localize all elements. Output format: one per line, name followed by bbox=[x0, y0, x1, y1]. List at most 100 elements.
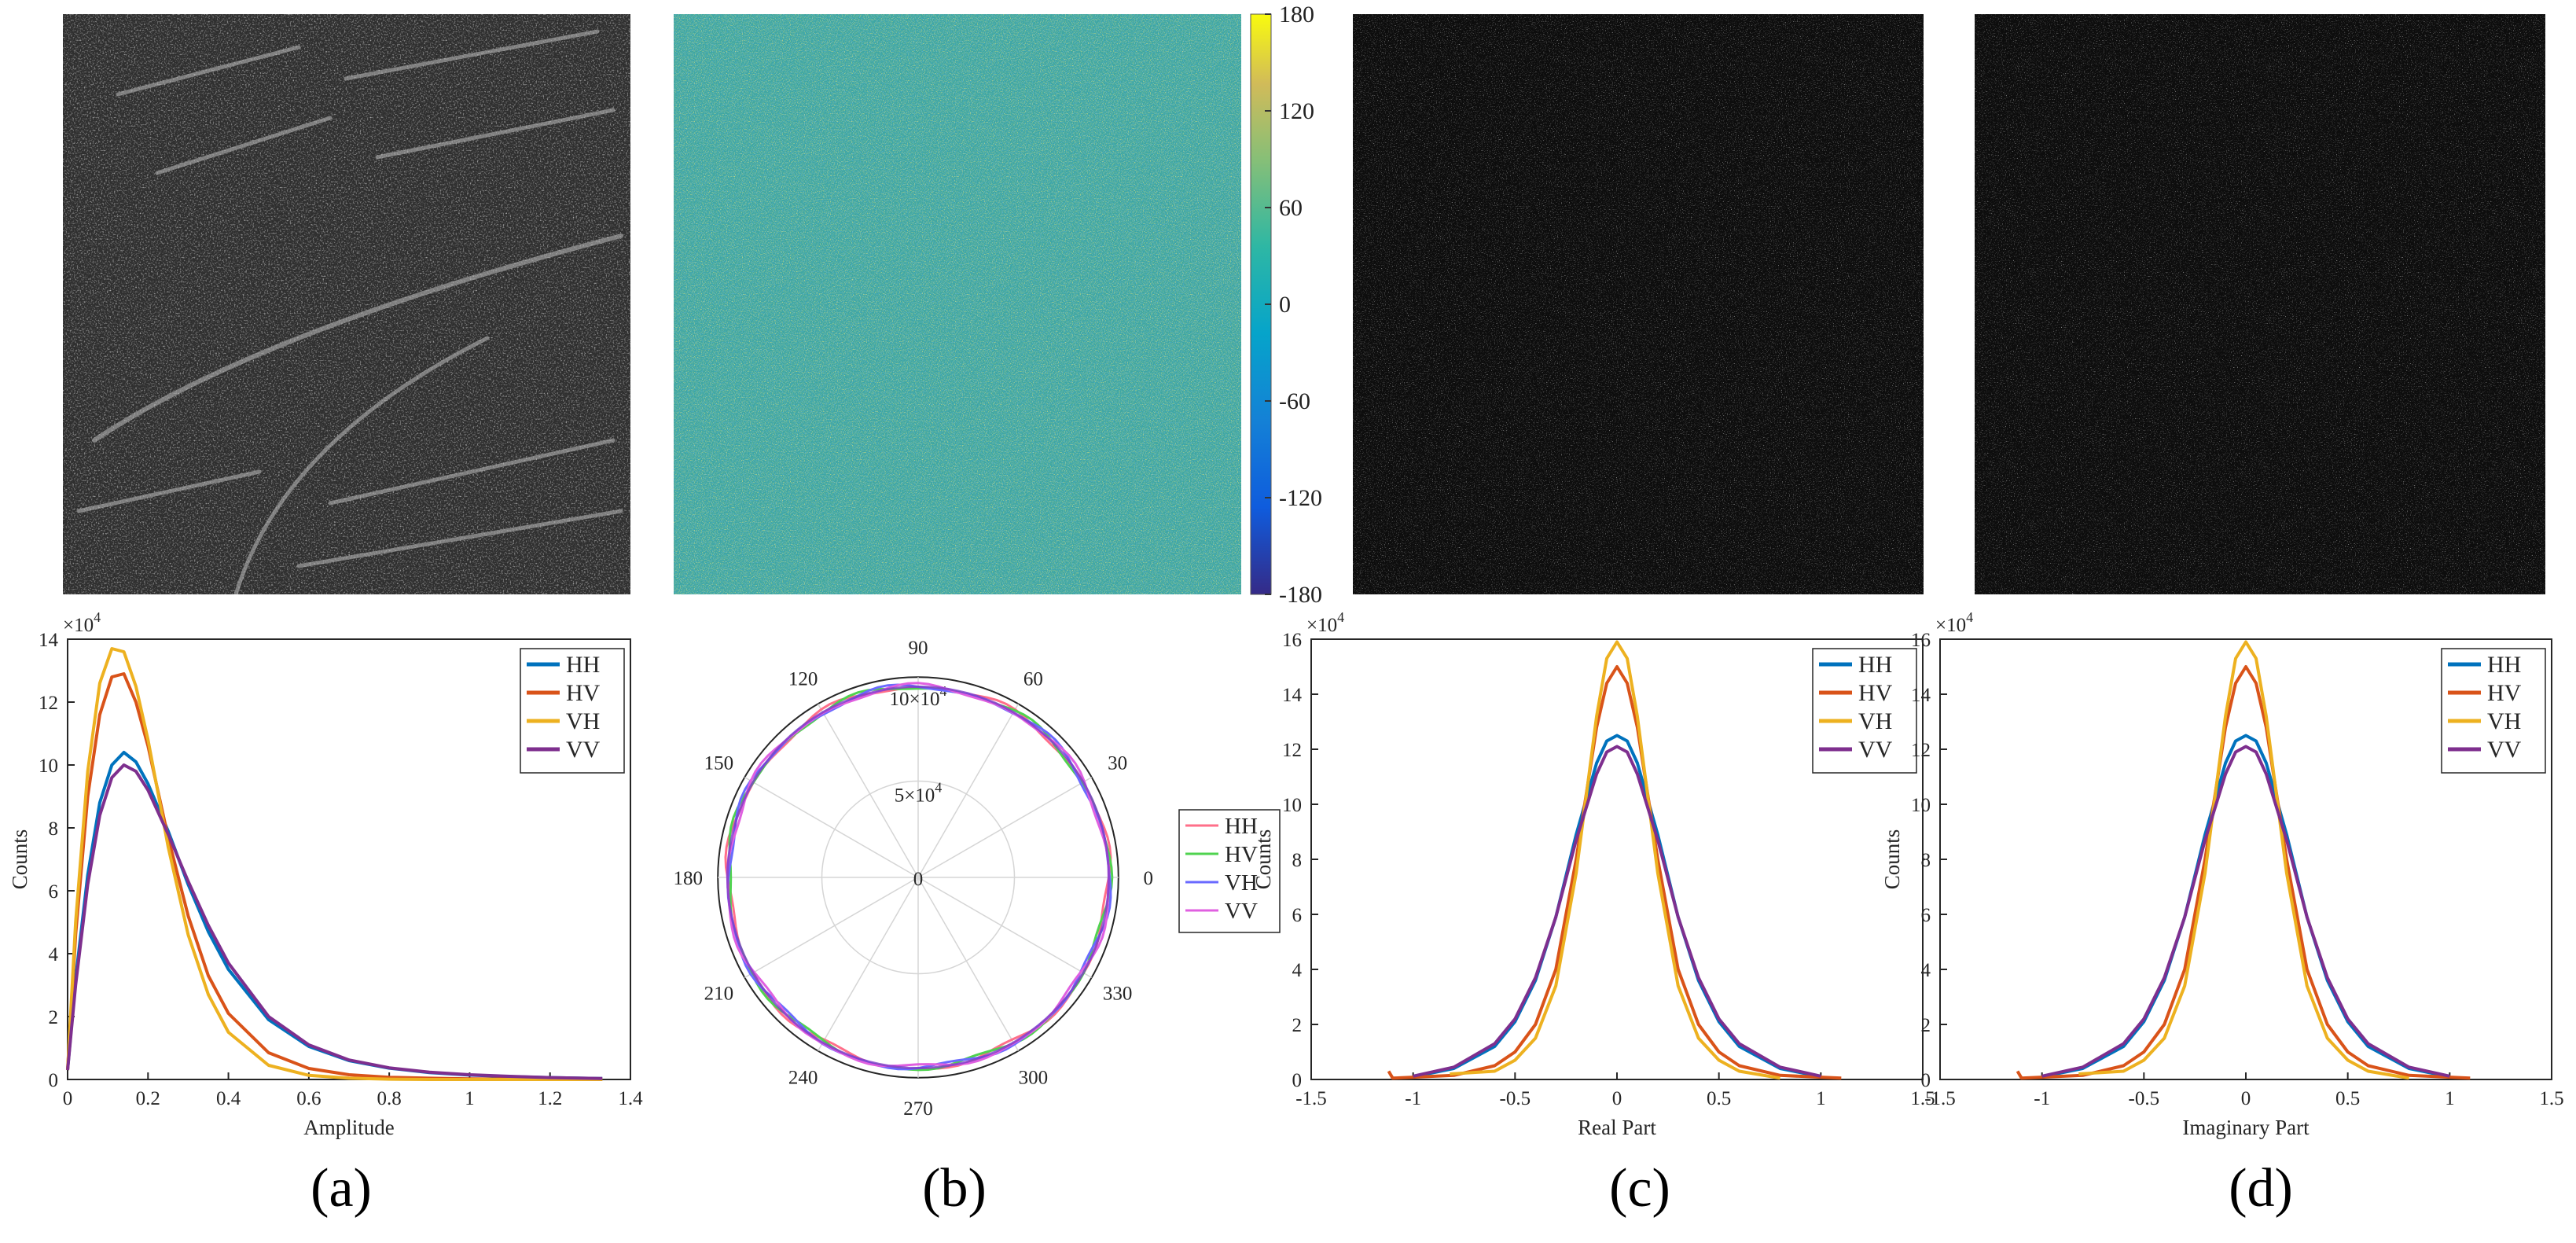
series-line-vh bbox=[2078, 640, 2409, 1080]
x-tick-label: 1.2 bbox=[538, 1088, 562, 1109]
y-tick-label: 2 bbox=[1921, 1015, 1931, 1036]
x-tick-label: 0.2 bbox=[136, 1088, 160, 1109]
y-tick-label: 2 bbox=[49, 1007, 59, 1028]
x-tick-label: 0.5 bbox=[2335, 1088, 2360, 1109]
imaginary-part-image bbox=[1975, 14, 2545, 594]
legend-label-hh: HH bbox=[1225, 814, 1258, 839]
x-tick-label: -1.5 bbox=[1295, 1088, 1327, 1109]
y-tick-label: 14 bbox=[39, 630, 59, 651]
phase-polar-plot: 030609012015018021024027030033005×10410×… bbox=[673, 638, 1281, 1120]
x-tick-label: 0.4 bbox=[216, 1088, 241, 1109]
legend-box bbox=[1178, 809, 1281, 933]
x-tick-label: -1 bbox=[2034, 1088, 2050, 1109]
y-tick-label: 0 bbox=[49, 1070, 59, 1091]
polar-spoke bbox=[817, 877, 919, 1052]
imaginary-part-histogram: -1.5 -1 -0.5 0 0.5 1 1.50246810121416×104Imagi… bbox=[1880, 609, 2564, 1139]
radial-tick-label: 0 bbox=[913, 869, 924, 890]
y-tick-label: 0 bbox=[1921, 1070, 1931, 1091]
legend-label-hv: HV bbox=[566, 680, 601, 706]
y-tick-label: 4 bbox=[49, 944, 59, 965]
angle-tick-label: 150 bbox=[704, 753, 734, 774]
colorbar-tick-label: 0 bbox=[1279, 292, 1291, 318]
real-part-image bbox=[1353, 14, 1924, 594]
y-tick-label: 10 bbox=[39, 756, 58, 777]
y-tick-label: 10 bbox=[1911, 795, 1931, 816]
angle-tick-label: 120 bbox=[788, 668, 818, 690]
x-axis-label: Real Part bbox=[1578, 1116, 1656, 1139]
x-tick-label: -0.5 bbox=[1500, 1088, 1531, 1109]
angle-tick-label: 240 bbox=[788, 1068, 818, 1089]
polar-spoke bbox=[917, 703, 1020, 878]
angle-tick-label: 60 bbox=[1023, 668, 1043, 690]
colorbar-tick-label: 120 bbox=[1279, 98, 1314, 124]
colorbar-tick-label: 180 bbox=[1279, 2, 1314, 28]
y-tick-label: 12 bbox=[39, 693, 58, 714]
legend-label-vh: VH bbox=[566, 708, 600, 734]
panel-label-b: (b) bbox=[922, 1158, 987, 1219]
y-tick-label: 14 bbox=[1282, 685, 1303, 706]
legend-label-hv: HV bbox=[1858, 680, 1893, 706]
real-part-histogram: -1.5 -1 -0.5 0 0.5 1 1.50246810121416×104Real … bbox=[1251, 609, 1935, 1139]
y-tick-label: 14 bbox=[1911, 685, 1931, 706]
y-tick-label: 6 bbox=[49, 881, 59, 903]
series-line-vv bbox=[66, 763, 603, 1080]
panel-label-a: (a) bbox=[311, 1158, 372, 1219]
x-axis-label: Imaginary Part bbox=[2182, 1116, 2310, 1139]
colorbar-tick-label: -180 bbox=[1279, 582, 1322, 608]
x-tick-label: -0.5 bbox=[2129, 1088, 2160, 1109]
x-tick-label: 0.5 bbox=[1707, 1088, 1731, 1109]
legend-label-vv: VV bbox=[566, 737, 601, 763]
polar-spoke bbox=[917, 877, 1020, 1052]
x-tick-label: 0 bbox=[2241, 1088, 2251, 1109]
x-tick-label: 1 bbox=[1816, 1088, 1826, 1109]
colorbar-tick-label: 60 bbox=[1279, 195, 1303, 221]
legend-label-vv: VV bbox=[1225, 899, 1258, 924]
angle-tick-label: 180 bbox=[673, 868, 703, 889]
y-tick-label: 16 bbox=[1282, 630, 1302, 651]
y-tick-label: 6 bbox=[1921, 905, 1931, 926]
polar-spoke bbox=[744, 776, 919, 878]
legend-label-vv: VV bbox=[2487, 737, 2522, 763]
x-tick-label: 0 bbox=[1612, 1088, 1622, 1109]
y-tick-label: 12 bbox=[1282, 740, 1302, 761]
legend-label-vh: VH bbox=[1225, 870, 1258, 895]
polar-spoke bbox=[744, 877, 919, 979]
series-line-hv bbox=[2016, 665, 2471, 1080]
y-axis-label: Counts bbox=[8, 829, 31, 890]
colorbar-tick-label: -120 bbox=[1279, 485, 1322, 511]
x-tick-label: 1.5 bbox=[1910, 1088, 1935, 1109]
x-tick-label: 0.8 bbox=[377, 1088, 402, 1109]
y-tick-label: 8 bbox=[1292, 850, 1303, 871]
colorbar-tick-label: -60 bbox=[1279, 388, 1310, 414]
angle-tick-label: 300 bbox=[1019, 1068, 1049, 1089]
y-tick-label: 16 bbox=[1911, 630, 1931, 651]
x-tick-label: 1.4 bbox=[618, 1088, 643, 1109]
y-tick-label: 4 bbox=[1292, 960, 1303, 981]
y-tick-label: 8 bbox=[49, 818, 59, 840]
legend-label-hh: HH bbox=[2487, 652, 2521, 678]
angle-tick-label: 210 bbox=[704, 983, 734, 1004]
y-tick-label: 10 bbox=[1282, 795, 1302, 816]
sar-amplitude-image bbox=[63, 14, 630, 594]
x-tick-label: -1.5 bbox=[1924, 1088, 1956, 1109]
polar-spoke bbox=[817, 703, 919, 878]
phase-image bbox=[674, 14, 1241, 594]
series-line-vh bbox=[66, 647, 603, 1081]
legend-label-hh: HH bbox=[1858, 652, 1892, 678]
angle-tick-label: 0 bbox=[1144, 868, 1154, 889]
y-axis-label: Counts bbox=[1251, 829, 1275, 890]
y-multiplier: ×104 bbox=[1935, 609, 1973, 636]
legend-label-vv: VV bbox=[1858, 737, 1893, 763]
legend-box bbox=[1812, 648, 1917, 774]
legend-box bbox=[2441, 648, 2546, 774]
polar-spoke bbox=[917, 877, 1093, 979]
angle-tick-label: 330 bbox=[1103, 983, 1133, 1004]
y-tick-label: 2 bbox=[1292, 1015, 1303, 1036]
x-tick-label: 0.6 bbox=[296, 1088, 321, 1109]
phase-colorbar: 180 120 60 0 -60 -120 -180 bbox=[1250, 2, 1322, 608]
polar-spoke bbox=[917, 776, 1093, 878]
angle-tick-label: 270 bbox=[903, 1098, 933, 1120]
y-tick-label: 0 bbox=[1292, 1070, 1303, 1091]
legend-label-hh: HH bbox=[566, 652, 600, 678]
